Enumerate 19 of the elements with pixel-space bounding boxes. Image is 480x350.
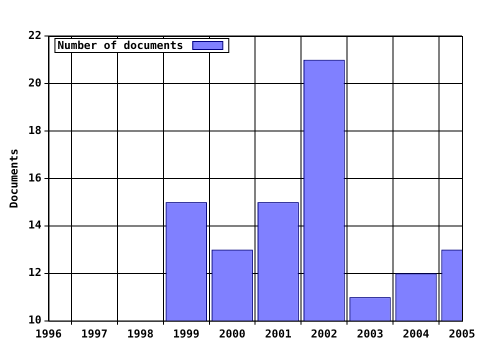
x-tick-label: 1998	[127, 327, 154, 340]
x-tick-label: 2005	[448, 327, 476, 340]
x-tick-label: 2000	[218, 327, 246, 340]
x-tick-label: 2004	[402, 327, 430, 340]
x-tick-label: 1997	[81, 327, 108, 340]
x-tick-label: 2001	[264, 327, 292, 340]
x-tick-label: 2002	[310, 327, 338, 340]
y-tick-label: 10	[28, 314, 42, 327]
y-tick-label: 18	[28, 124, 42, 137]
x-tick-label: 2003	[356, 327, 384, 340]
y-tick-label: 22	[28, 28, 42, 42]
y-tick-label: 20	[28, 76, 42, 90]
y-tick-label: 14	[28, 218, 42, 232]
x-tick-label: 1996	[35, 327, 62, 340]
y-tick-label: 12	[28, 266, 42, 280]
y-axis-title: Documents	[7, 148, 20, 208]
y-tick-label: 16	[28, 171, 42, 184]
legend-label: Number of documents	[57, 38, 184, 52]
x-tick-label: 1999	[173, 327, 200, 340]
